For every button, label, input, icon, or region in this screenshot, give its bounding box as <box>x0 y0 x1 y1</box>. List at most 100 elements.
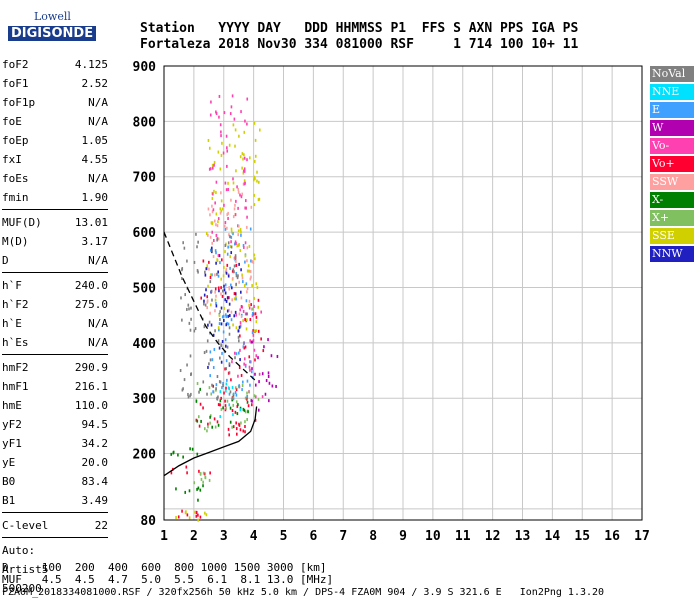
echo-point <box>254 372 256 376</box>
echo-point <box>225 382 228 386</box>
echo-point <box>224 181 227 185</box>
echo-point <box>260 310 262 314</box>
echo-point <box>229 406 232 410</box>
echo-point <box>238 422 240 426</box>
echo-point <box>208 267 210 271</box>
echo-point <box>235 427 238 431</box>
echo-point <box>224 298 227 302</box>
legend-entry: X- <box>650 192 694 208</box>
echo-point <box>241 305 244 309</box>
parameter-name: MUF(D) <box>2 216 42 229</box>
echo-point <box>252 329 254 333</box>
echo-point <box>250 259 252 263</box>
echo-point <box>257 397 260 401</box>
echo-point <box>230 198 232 202</box>
echo-point <box>228 302 231 306</box>
echo-point <box>228 403 231 407</box>
echo-point <box>207 138 210 142</box>
echo-point <box>235 263 238 267</box>
echo-point <box>211 166 214 170</box>
echo-point <box>233 256 236 260</box>
x-tick-label: 7 <box>339 529 347 544</box>
echo-point <box>261 395 264 399</box>
echo-point <box>258 372 261 376</box>
echo-point <box>217 217 220 221</box>
echo-point <box>189 447 191 451</box>
echo-point <box>230 310 233 314</box>
echo-point <box>244 312 247 316</box>
echo-point <box>244 396 247 400</box>
echo-point <box>264 392 267 396</box>
echo-point <box>229 314 231 318</box>
echo-point <box>212 390 214 394</box>
echo-point <box>224 221 227 225</box>
echo-point <box>267 371 270 375</box>
echo-point <box>254 154 257 158</box>
echo-point <box>248 299 251 303</box>
echo-point <box>225 367 228 371</box>
echo-point <box>215 212 218 216</box>
parameter-name: hmF1 <box>2 380 29 393</box>
echo-point <box>211 358 214 362</box>
echo-point <box>226 164 228 168</box>
echo-point <box>229 266 231 270</box>
echo-point <box>233 314 236 318</box>
echo-point <box>234 203 236 207</box>
echo-point <box>170 452 173 456</box>
echo-point <box>249 227 252 231</box>
parameter-row: h`E N/A <box>2 314 108 333</box>
echo-point <box>252 178 255 182</box>
echo-point <box>255 320 258 324</box>
echo-point <box>228 371 231 375</box>
echo-point <box>196 487 198 491</box>
echo-point <box>253 394 256 398</box>
echo-point <box>244 410 247 414</box>
parameter-value: 216.1 <box>74 380 108 393</box>
echo-point <box>228 296 230 300</box>
echo-point <box>188 489 191 493</box>
echo-point <box>196 269 199 273</box>
echo-point <box>229 255 232 259</box>
echo-point <box>193 481 196 485</box>
echo-point <box>224 227 227 231</box>
scaled-parameters-panel: foF2 4.125 foF1 2.52 foF1p N/A foE N/A foEp 1.05 f… <box>2 55 108 598</box>
echo-point <box>246 379 249 383</box>
echo-point <box>224 283 227 287</box>
echo-point <box>254 257 256 261</box>
echo-point <box>224 244 227 248</box>
echo-point <box>216 397 219 401</box>
echo-point <box>216 224 219 228</box>
echo-point <box>212 192 214 196</box>
echo-point <box>238 262 240 266</box>
echo-point <box>251 313 254 317</box>
echo-point <box>232 177 234 181</box>
echo-point <box>225 268 228 272</box>
parameter-name: C-level <box>2 519 49 532</box>
x-tick-label: 8 <box>369 529 377 544</box>
parameter-name: Artist5 <box>2 563 49 576</box>
legend-entry: Vo- <box>650 138 694 154</box>
echo-point <box>209 273 212 277</box>
echo-point <box>202 484 204 488</box>
echo-point <box>234 390 237 394</box>
echo-point <box>231 298 233 302</box>
echo-point <box>190 373 192 377</box>
y-tick-label: 200 <box>133 448 157 463</box>
echo-point <box>205 513 208 517</box>
echo-point <box>204 273 207 277</box>
header-values: Fortaleza 2018 Nov30 334 081000 RSF 1 71… <box>140 37 579 52</box>
echo-point <box>182 455 184 459</box>
echo-point <box>233 264 236 268</box>
echo-point <box>228 308 230 312</box>
echo-point <box>267 374 270 378</box>
echo-point <box>195 232 197 236</box>
echo-point <box>252 339 255 343</box>
echo-point <box>217 395 219 399</box>
parameter-row: h`F2 275.0 <box>2 295 108 314</box>
parameter-name: hmE <box>2 399 22 412</box>
parameter-name: D <box>2 254 9 267</box>
echo-point <box>175 515 177 519</box>
header-labels: Station YYYY DAY DDD HHMMSS P1 FFS S AXN… <box>140 21 579 36</box>
echo-point <box>204 427 206 431</box>
echo-point <box>265 379 268 383</box>
